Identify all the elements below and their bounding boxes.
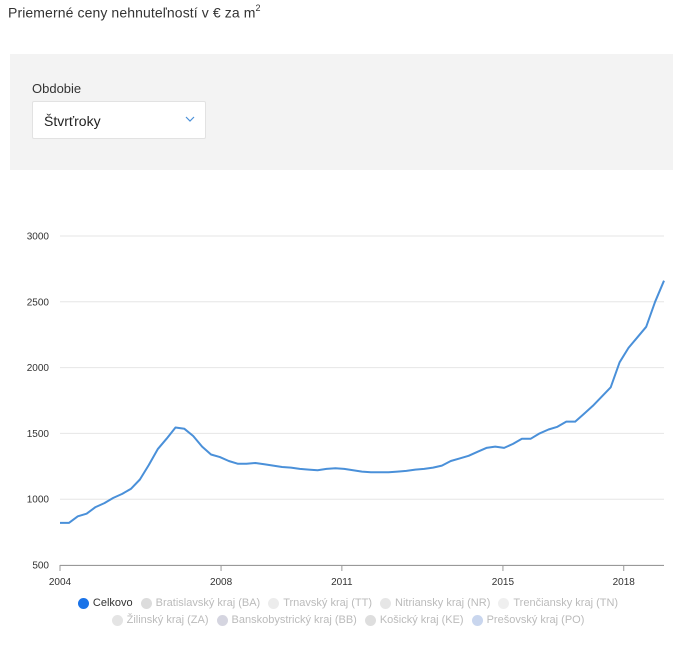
legend-label: Trnavský kraj (TT): [283, 597, 373, 609]
x-tick-label: 2008: [210, 577, 233, 588]
legend-dot-icon: [471, 614, 483, 626]
page-title-superscript: 2: [255, 3, 261, 13]
legend-row-1: Celkovo Bratislavský kraj (BA) Trnavský kr…: [0, 597, 696, 609]
legend-item[interactable]: Trnavský kraj (TT): [268, 597, 372, 609]
legend-label: Bratislavský kraj (BA): [155, 597, 261, 609]
legend-label: Celkovo: [92, 597, 133, 609]
y-tick-label: 3000: [27, 232, 50, 243]
legend-dot-icon: [268, 597, 280, 609]
legend-dot-icon: [216, 614, 228, 626]
y-tick-label: 500: [32, 561, 49, 572]
y-tick-label: 1000: [27, 495, 50, 506]
legend-item[interactable]: Celkovo: [77, 597, 133, 609]
legend-dot-icon: [111, 614, 123, 626]
legend-label: Žilinský kraj (ZA): [126, 614, 209, 626]
legend-label: Prešovský kraj (PO): [486, 614, 585, 626]
y-tick-label: 2500: [27, 297, 50, 308]
page-title: Priemerné ceny nehnuteľností v € za m2: [8, 3, 261, 21]
series-line-celkovo: [60, 280, 665, 524]
period-select[interactable]: Štvrťroky: [32, 101, 206, 139]
filter-panel: Obdobie Štvrťroky: [10, 54, 673, 170]
x-tick-label: 2018: [613, 577, 636, 588]
price-line-chart: 500 1000 1500 2000 2500 3000 2004 2008 2011 2015 2…: [27, 232, 665, 588]
x-tick-label: 2011: [331, 577, 353, 588]
legend-item[interactable]: Prešovský kraj (PO): [471, 614, 585, 626]
period-label: Obdobie: [32, 81, 82, 96]
legend-dot-icon: [77, 597, 89, 609]
page-title-text: Priemerné ceny nehnuteľností v € za m: [8, 4, 256, 21]
legend-dot-icon: [140, 597, 152, 609]
legend-dot-icon: [364, 614, 376, 626]
legend-label: Trenčiansky kraj (TN): [513, 597, 619, 609]
y-tick-label: 2000: [27, 363, 50, 374]
legend-item[interactable]: Bratislavský kraj (BA): [140, 597, 261, 609]
chevron-down-icon: [185, 116, 195, 122]
legend-label: Nitriansky kraj (NR): [395, 597, 491, 609]
legend-dot-icon: [498, 597, 510, 609]
y-tick-label: 1500: [27, 429, 50, 440]
legend-item[interactable]: Žilinský kraj (ZA): [111, 614, 209, 626]
legend-row-2: Žilinský kraj (ZA) Banskobystrický kraj (…: [0, 614, 696, 626]
legend-item[interactable]: Trenčiansky kraj (TN): [498, 597, 618, 609]
legend-dot-icon: [380, 597, 392, 609]
period-select-value: Štvrťroky: [44, 113, 101, 129]
price-chart: 500 1000 1500 2000 2500 3000 2004 2008 2011 2015 2…: [0, 200, 696, 642]
legend-label: Košický kraj (KE): [379, 614, 464, 626]
legend-item[interactable]: Košický kraj (KE): [364, 614, 464, 626]
x-tick-label: 2004: [49, 577, 72, 588]
legend-label: Banskobystrický kraj (BB): [231, 614, 357, 626]
legend-item[interactable]: Banskobystrický kraj (BB): [216, 614, 357, 626]
legend-item[interactable]: Nitriansky kraj (NR): [380, 597, 490, 609]
x-tick-label: 2015: [492, 577, 515, 588]
